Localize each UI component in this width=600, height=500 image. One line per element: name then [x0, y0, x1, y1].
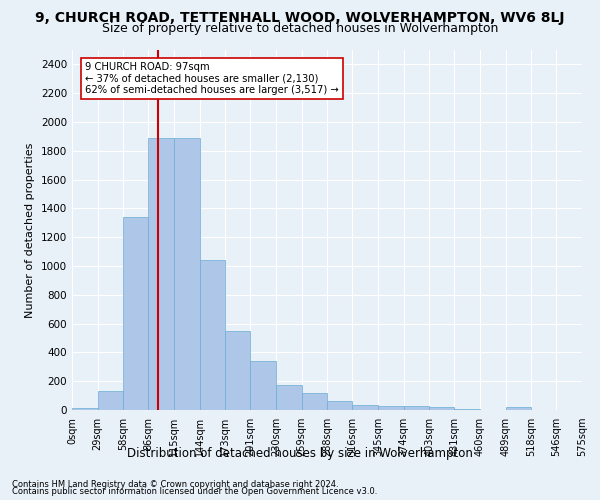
Text: Size of property relative to detached houses in Wolverhampton: Size of property relative to detached ho…	[102, 22, 498, 35]
Bar	[404, 406, 430, 410]
Bar	[302, 394, 328, 410]
Bar	[174, 138, 200, 410]
Bar	[124, 217, 148, 410]
Bar	[378, 406, 404, 410]
Bar	[226, 331, 250, 410]
Bar	[276, 385, 302, 410]
Text: Contains HM Land Registry data © Crown copyright and database right 2024.: Contains HM Land Registry data © Crown c…	[12, 480, 338, 489]
Bar	[328, 401, 352, 410]
Bar	[506, 407, 532, 410]
Bar	[352, 404, 378, 410]
Bar	[582, 408, 600, 410]
Bar	[72, 408, 98, 410]
Y-axis label: Number of detached properties: Number of detached properties	[25, 142, 35, 318]
Text: Contains public sector information licensed under the Open Government Licence v3: Contains public sector information licen…	[12, 487, 377, 496]
Bar	[98, 392, 124, 410]
Bar	[148, 138, 174, 410]
Bar	[250, 361, 276, 410]
Bar	[200, 260, 226, 410]
Text: 9 CHURCH ROAD: 97sqm
← 37% of detached houses are smaller (2,130)
62% of semi-de: 9 CHURCH ROAD: 97sqm ← 37% of detached h…	[85, 62, 339, 94]
Text: Distribution of detached houses by size in Wolverhampton: Distribution of detached houses by size …	[127, 448, 473, 460]
Text: 9, CHURCH ROAD, TETTENHALL WOOD, WOLVERHAMPTON, WV6 8LJ: 9, CHURCH ROAD, TETTENHALL WOOD, WOLVERH…	[35, 11, 565, 25]
Bar	[430, 408, 454, 410]
